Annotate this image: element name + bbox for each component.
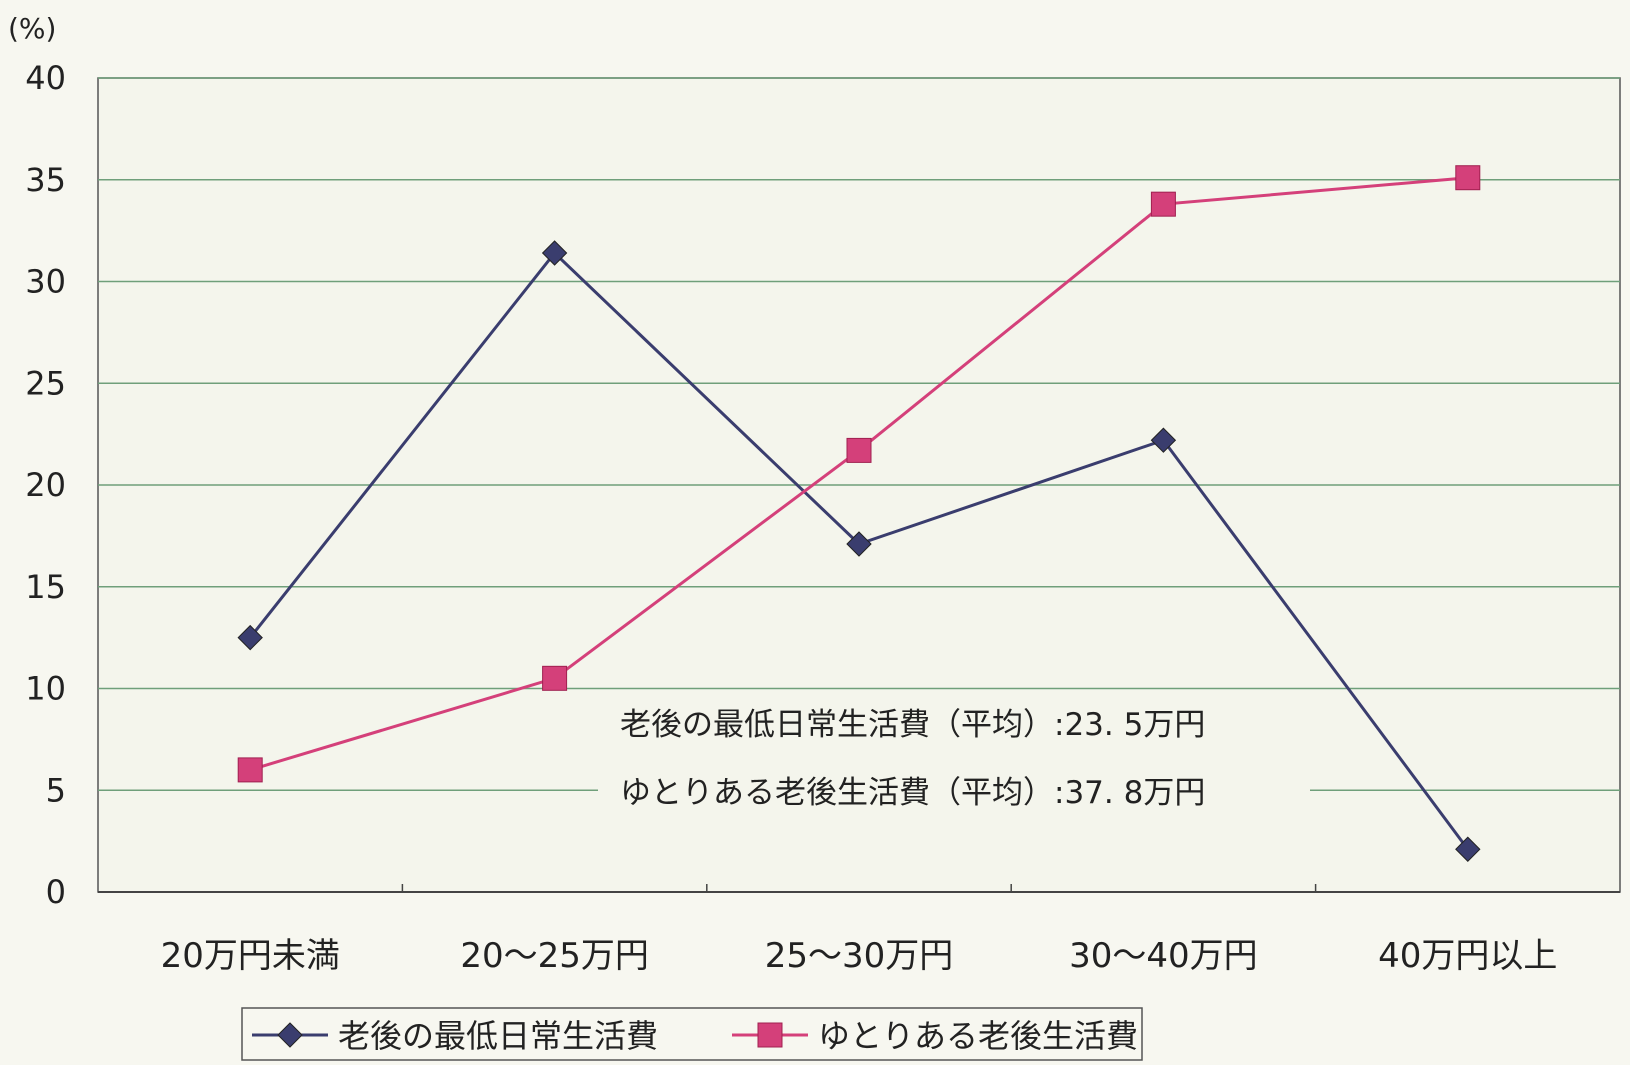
x-tick-label: 30～40万円 xyxy=(1069,936,1258,976)
y-tick-label: 25 xyxy=(25,364,66,402)
y-tick-label: 15 xyxy=(25,568,66,606)
y-tick-label: 20 xyxy=(25,466,66,504)
gridlines xyxy=(98,77,1620,791)
x-tick-label: 20万円未満 xyxy=(161,936,340,976)
square-marker xyxy=(1150,191,1176,217)
annotation-text: 老後の最低日常生活費（平均）:23. 5万円 xyxy=(620,707,1205,743)
diamond-marker xyxy=(277,1022,303,1048)
y-tick-label: 40 xyxy=(25,59,66,97)
legend-box xyxy=(241,1007,1143,1061)
annotation-box xyxy=(598,693,1310,821)
legend: 老後の最低日常生活費 ゆとりある老後生活費 xyxy=(241,1007,1143,1061)
diamond-marker xyxy=(1455,836,1481,862)
square-marker xyxy=(846,437,872,463)
y-tick-label: 30 xyxy=(25,263,66,301)
diamond-marker xyxy=(1150,427,1177,453)
legend-label: ゆとりある老後生活費 xyxy=(818,1017,1138,1055)
x-tick-label: 40万円以上 xyxy=(1378,936,1557,976)
y-tick-label: 35 xyxy=(25,161,66,199)
square-marker xyxy=(237,757,263,783)
y-tick-label: 0 xyxy=(46,873,66,911)
square-marker xyxy=(1455,165,1481,191)
diamond-marker xyxy=(846,531,872,557)
x-axis: 20万円未満 20～25万円 25～30万円 30～40万円 40万円以上 xyxy=(98,884,1620,976)
square-marker xyxy=(757,1022,783,1048)
legend-label: 老後の最低日常生活費 xyxy=(338,1017,658,1055)
y-unit-label: (%) xyxy=(8,12,56,45)
annotation-text: ゆとりある老後生活費（平均）:37. 8万円 xyxy=(620,775,1205,811)
series-group xyxy=(237,165,1481,862)
y-tick-label: 10 xyxy=(25,670,66,708)
annotation-group: 老後の最低日常生活費（平均）:23. 5万円ゆとりある老後生活費（平均）:37.… xyxy=(598,693,1310,821)
diamond-marker xyxy=(541,240,568,266)
x-tick-label: 25～30万円 xyxy=(765,936,954,976)
y-axis: 0 5 10 15 20 25 30 35 40 xyxy=(25,59,66,911)
y-tick-label: 5 xyxy=(46,771,66,809)
square-marker xyxy=(542,665,568,691)
diamond-marker xyxy=(237,624,263,651)
x-tick-label: 20～25万円 xyxy=(460,936,649,976)
